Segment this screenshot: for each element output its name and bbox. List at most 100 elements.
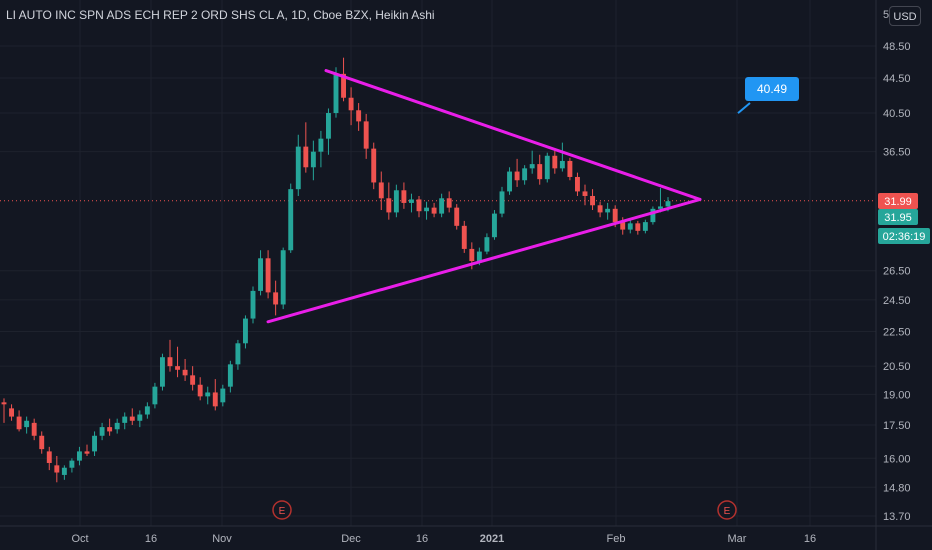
candle-body [476,251,482,262]
grid [0,0,876,526]
candle-body [273,292,279,305]
candle-body [212,392,218,407]
candle-body [144,406,150,415]
candle-body [559,160,565,169]
candle-body [197,384,203,397]
earnings-event-marker[interactable]: E [717,500,737,520]
candle-body [642,222,648,231]
candle-body [537,164,543,180]
candle-body [605,208,611,213]
candle-body [665,201,671,207]
time-tick-label: Nov [212,533,232,545]
candle-body [348,97,354,111]
candle-body [280,250,286,305]
candle-body [205,392,211,397]
trendlines[interactable] [266,69,702,324]
price-tick-label: 22.50 [883,327,911,339]
time-tick-label: Mar [728,533,747,545]
candle-body [137,414,143,421]
currency-button[interactable]: USD [889,6,921,26]
candle-body [341,73,346,98]
candle-body [220,388,226,403]
price-tick-label: 44.50 [883,73,911,85]
candle-body [590,195,595,206]
time-tick-label: Feb [607,533,626,545]
candle-body [446,198,452,208]
candle-body [529,164,535,169]
candle-body [582,191,588,196]
price-axis-label: 02:36:19 [883,231,926,243]
candle-body [386,198,392,213]
callout-value: 40.49 [757,82,787,96]
candle-body [597,205,603,213]
candle-body [54,465,60,473]
price-axis-label-bg [878,193,918,209]
time-tick-label: Oct [71,533,88,545]
candle-body [1,402,7,405]
candle-body [243,318,248,344]
price-tick-label: 24.50 [883,295,911,307]
time-tick-label: 16 [145,533,157,545]
candle-body [401,190,407,203]
candles[interactable] [1,57,671,483]
candle-body [175,366,180,370]
candle-body [612,208,618,223]
candle-body [431,207,437,214]
candle-body [333,73,339,114]
candle-body [303,146,309,168]
trendline [266,197,702,324]
candle-body [31,422,37,436]
candle-body [182,369,188,376]
candle-body [416,199,422,212]
candle-body [514,171,520,181]
candle-body [167,357,173,367]
candle-body [522,168,528,181]
earnings-marker-circle [272,500,292,520]
candle-body [288,189,294,251]
price-tick-label: 14.80 [883,482,911,494]
candle-body [114,422,120,430]
callout-pointer [737,102,751,114]
candle-body [371,148,377,183]
candle-body [544,155,550,180]
time-tick-label: 16 [416,533,428,545]
candle-body [318,138,324,152]
candle-body [658,206,663,209]
candle-body [627,223,633,230]
candle-body [129,416,135,421]
price-tick-label: 36.50 [883,147,911,159]
price-axis-label-bg [878,209,918,225]
candle-body [492,213,497,238]
candle-body [39,435,45,450]
candle-body [9,408,14,417]
candle-body [265,258,271,293]
candle-body [77,451,82,461]
price-axis-label-bg [878,228,930,244]
candle-body [499,191,505,214]
candle-body [235,343,241,365]
candle-body [378,182,384,199]
candle-body [454,207,460,226]
candle-body [16,416,22,430]
candle-body [356,110,362,122]
candle-body [107,427,113,432]
candle-body [99,427,105,436]
candle-body [461,225,467,249]
candle-body [160,357,165,387]
candle-body [258,258,263,291]
price-axis-label: 31.99 [884,196,912,208]
candle-body [635,223,641,231]
candle-body [46,451,52,463]
candle-body [69,460,75,468]
candle-body [552,155,558,169]
earnings-event-marker[interactable]: E [272,500,292,520]
price-tick-label: 13.70 [883,511,911,523]
candle-body [567,160,573,177]
candle-body [61,467,67,475]
candle-body [152,386,158,405]
time-tick-label: Dec [341,533,361,545]
